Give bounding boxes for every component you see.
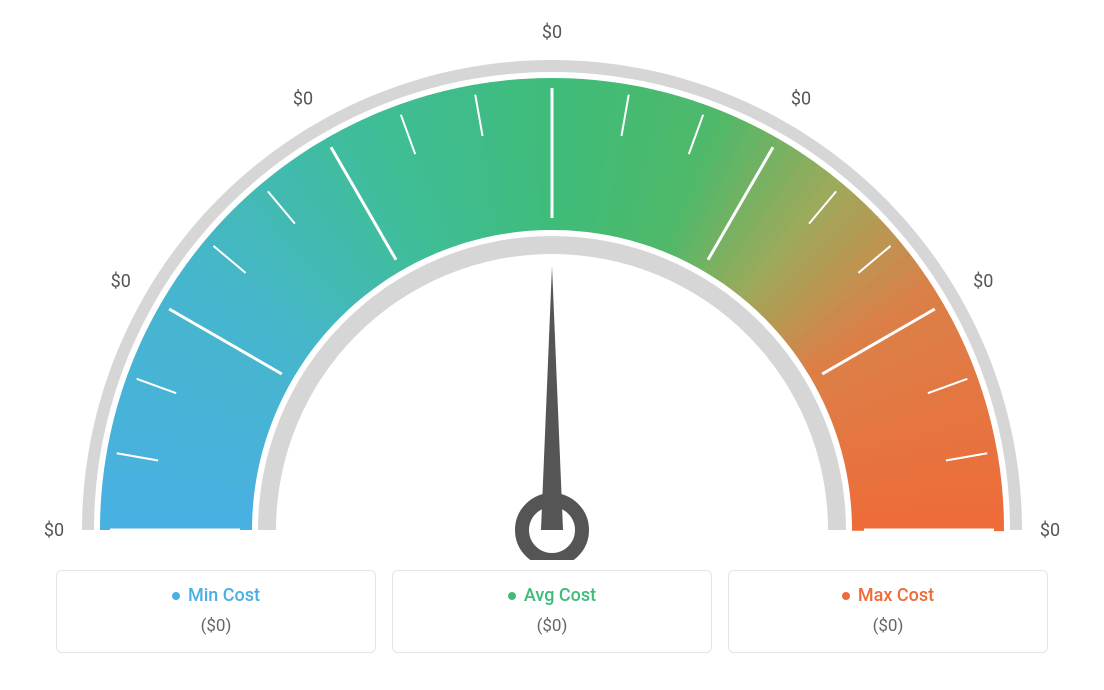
legend-label: Max Cost xyxy=(858,585,934,606)
tick-label: $0 xyxy=(973,271,993,292)
tick-label: $0 xyxy=(542,22,562,43)
bullet-icon xyxy=(172,592,180,600)
legend-label: Min Cost xyxy=(188,585,260,606)
legend-value-avg: ($0) xyxy=(393,616,711,636)
legend-card-min: Min Cost ($0) xyxy=(56,570,376,653)
tick-label: $0 xyxy=(1040,520,1060,541)
legend-row: Min Cost ($0) Avg Cost ($0) Max Cost ($0) xyxy=(0,570,1104,653)
legend-title-min: Min Cost xyxy=(57,585,375,606)
tick-label: $0 xyxy=(44,520,64,541)
legend-label: Avg Cost xyxy=(524,585,596,606)
tick-label: $0 xyxy=(791,89,811,110)
gauge-svg: $0 $0 $0 $0 $0 $0 $0 xyxy=(0,0,1104,560)
legend-title-max: Max Cost xyxy=(729,585,1047,606)
tick-label: $0 xyxy=(293,89,313,110)
legend-card-max: Max Cost ($0) xyxy=(728,570,1048,653)
tick-label: $0 xyxy=(111,271,131,292)
legend-card-avg: Avg Cost ($0) xyxy=(392,570,712,653)
legend-value-max: ($0) xyxy=(729,616,1047,636)
gauge-chart: $0 $0 $0 $0 $0 $0 $0 xyxy=(0,0,1104,560)
gauge-needle xyxy=(541,266,563,530)
legend-title-avg: Avg Cost xyxy=(393,585,711,606)
bullet-icon xyxy=(508,592,516,600)
legend-value-min: ($0) xyxy=(57,616,375,636)
bullet-icon xyxy=(842,592,850,600)
